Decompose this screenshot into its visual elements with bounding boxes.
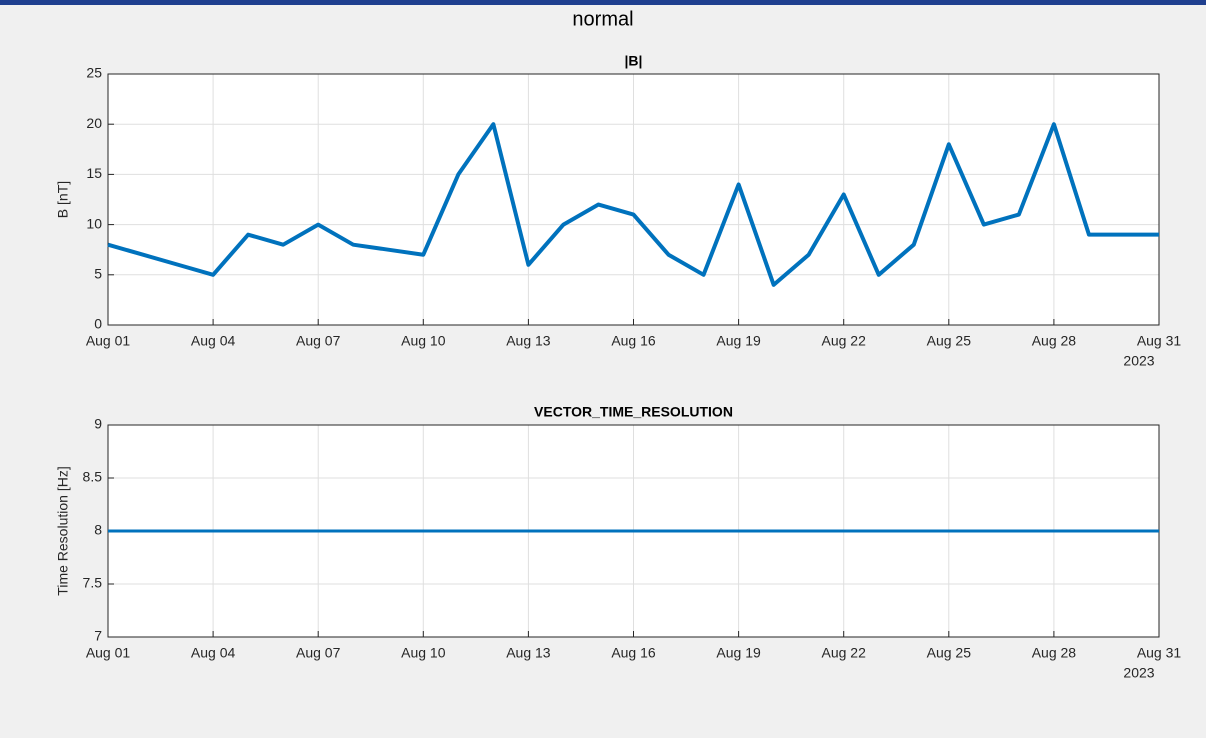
y-tick-label: 7.5 bbox=[83, 575, 103, 591]
x-tick-label: Aug 16 bbox=[611, 333, 656, 349]
x-tick-label: Aug 28 bbox=[1032, 333, 1077, 349]
x-tick-label: Aug 13 bbox=[506, 333, 551, 349]
x-tick-label: Aug 13 bbox=[506, 645, 551, 661]
y-tick-label: 8.5 bbox=[83, 469, 103, 485]
x-tick-label: Aug 10 bbox=[401, 645, 446, 661]
x-tick-label: Aug 25 bbox=[927, 645, 972, 661]
x-tick-label: Aug 28 bbox=[1032, 645, 1077, 661]
x-tick-label: Aug 07 bbox=[296, 333, 341, 349]
subplot-title: VECTOR_TIME_RESOLUTION bbox=[534, 404, 733, 420]
x-tick-label: Aug 31 bbox=[1137, 333, 1182, 349]
y-tick-label: 0 bbox=[94, 316, 102, 332]
x-tick-label: Aug 25 bbox=[927, 333, 972, 349]
data-line bbox=[107, 122, 1159, 287]
x-tick-label: Aug 01 bbox=[86, 645, 131, 661]
x-tick-label: Aug 22 bbox=[822, 645, 867, 661]
x-tick-label: Aug 04 bbox=[191, 333, 236, 349]
y-axis-label: B [nT] bbox=[55, 181, 71, 218]
y-tick-label: 10 bbox=[86, 215, 102, 231]
x-tick-label: Aug 07 bbox=[296, 645, 341, 661]
y-tick-label: 25 bbox=[86, 65, 102, 81]
y-tick-label: 9 bbox=[94, 416, 102, 432]
x-tick-label: Aug 04 bbox=[191, 645, 236, 661]
x-year-label: 2023 bbox=[1123, 665, 1154, 681]
y-tick-label: 15 bbox=[86, 165, 102, 181]
x-tick-label: Aug 22 bbox=[822, 333, 867, 349]
window-border bbox=[0, 0, 1206, 5]
x-tick-label: Aug 19 bbox=[716, 333, 761, 349]
subplot-title: |B| bbox=[625, 53, 643, 69]
y-tick-label: 20 bbox=[86, 115, 102, 131]
x-tick-label: Aug 31 bbox=[1137, 645, 1182, 661]
x-tick-label: Aug 19 bbox=[716, 645, 761, 661]
y-tick-label: 5 bbox=[94, 266, 102, 282]
figure-title: normal bbox=[572, 8, 633, 30]
axes-box bbox=[107, 73, 1160, 326]
x-tick-label: Aug 16 bbox=[611, 645, 656, 661]
y-tick-label: 8 bbox=[94, 522, 102, 538]
x-tick-label: Aug 10 bbox=[401, 333, 446, 349]
y-axis-label: Time Resolution [Hz] bbox=[55, 466, 71, 595]
x-year-label: 2023 bbox=[1123, 353, 1154, 369]
y-tick-label: 7 bbox=[94, 628, 102, 644]
x-tick-label: Aug 01 bbox=[86, 333, 131, 349]
